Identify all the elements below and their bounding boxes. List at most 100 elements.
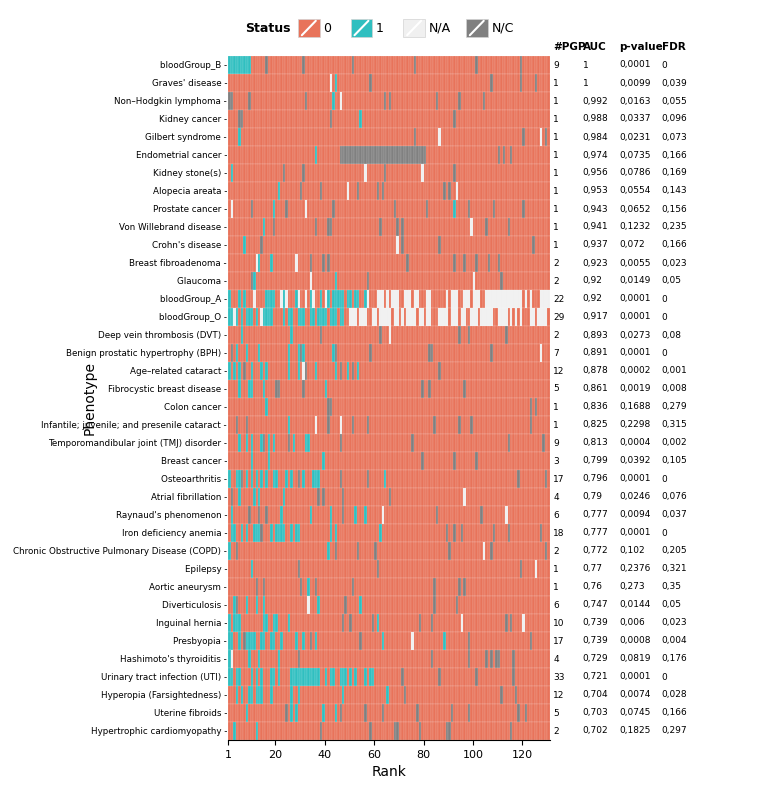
- Bar: [485, 110, 488, 128]
- Bar: [471, 128, 473, 146]
- Bar: [419, 110, 421, 128]
- Bar: [433, 218, 436, 236]
- Bar: [478, 614, 481, 632]
- Bar: [245, 452, 248, 470]
- Bar: [241, 110, 243, 128]
- Bar: [471, 506, 473, 524]
- Bar: [441, 182, 444, 200]
- Bar: [253, 686, 255, 704]
- Bar: [413, 326, 416, 344]
- Bar: [263, 290, 265, 308]
- Bar: [272, 92, 276, 110]
- Bar: [502, 488, 505, 506]
- Bar: [228, 452, 231, 470]
- Bar: [409, 632, 411, 650]
- Bar: [510, 488, 512, 506]
- Bar: [463, 560, 465, 578]
- Bar: [290, 308, 293, 326]
- Bar: [238, 524, 241, 542]
- Bar: [456, 650, 458, 668]
- Bar: [468, 92, 471, 110]
- Text: 0: 0: [662, 61, 667, 70]
- Bar: [392, 182, 394, 200]
- Bar: [270, 650, 272, 668]
- Bar: [436, 686, 438, 704]
- Bar: [394, 524, 396, 542]
- Bar: [357, 686, 359, 704]
- Bar: [231, 686, 233, 704]
- Bar: [535, 380, 537, 398]
- Bar: [386, 650, 389, 668]
- Bar: [228, 650, 231, 668]
- Bar: [527, 506, 529, 524]
- Bar: [251, 668, 253, 686]
- Bar: [263, 200, 265, 218]
- Bar: [458, 218, 461, 236]
- Bar: [515, 56, 518, 74]
- Bar: [270, 182, 272, 200]
- Bar: [265, 470, 268, 488]
- Bar: [446, 722, 448, 740]
- Bar: [468, 128, 471, 146]
- Bar: [537, 254, 539, 272]
- Bar: [426, 380, 429, 398]
- Bar: [416, 110, 419, 128]
- Bar: [433, 182, 436, 200]
- Bar: [510, 686, 512, 704]
- Bar: [444, 380, 446, 398]
- Bar: [233, 254, 236, 272]
- Bar: [310, 722, 313, 740]
- Text: 0,1232: 0,1232: [619, 222, 650, 231]
- Bar: [243, 110, 245, 128]
- Bar: [265, 146, 268, 164]
- Bar: [337, 452, 340, 470]
- Bar: [392, 128, 394, 146]
- Bar: [303, 722, 305, 740]
- Bar: [542, 398, 545, 416]
- Bar: [367, 272, 369, 290]
- Bar: [389, 452, 392, 470]
- Bar: [361, 434, 365, 452]
- Bar: [340, 668, 342, 686]
- Bar: [421, 344, 423, 362]
- Bar: [411, 686, 413, 704]
- Bar: [276, 272, 278, 290]
- Bar: [300, 236, 303, 254]
- Bar: [436, 416, 438, 434]
- Bar: [413, 542, 416, 560]
- Bar: [483, 380, 485, 398]
- Bar: [305, 344, 307, 362]
- Bar: [236, 560, 238, 578]
- Bar: [379, 56, 382, 74]
- Bar: [450, 380, 454, 398]
- Bar: [367, 686, 369, 704]
- Bar: [293, 686, 295, 704]
- Bar: [473, 218, 475, 236]
- Bar: [429, 560, 431, 578]
- Bar: [475, 308, 478, 326]
- Bar: [471, 434, 473, 452]
- Bar: [305, 308, 307, 326]
- Text: 4: 4: [553, 493, 559, 502]
- Bar: [463, 452, 465, 470]
- Bar: [450, 488, 454, 506]
- Bar: [386, 578, 389, 596]
- Bar: [535, 506, 537, 524]
- Bar: [520, 542, 522, 560]
- Bar: [485, 182, 488, 200]
- Bar: [510, 326, 512, 344]
- Bar: [463, 434, 465, 452]
- Bar: [322, 290, 325, 308]
- Bar: [401, 686, 404, 704]
- Text: 0,799: 0,799: [583, 457, 608, 466]
- Bar: [322, 452, 325, 470]
- Bar: [409, 182, 411, 200]
- Bar: [251, 488, 253, 506]
- Bar: [268, 452, 270, 470]
- Bar: [270, 236, 272, 254]
- Bar: [535, 650, 537, 668]
- Bar: [372, 614, 374, 632]
- Bar: [278, 398, 280, 416]
- Bar: [426, 326, 429, 344]
- Text: Breast fibroadenoma -: Breast fibroadenoma -: [129, 258, 227, 267]
